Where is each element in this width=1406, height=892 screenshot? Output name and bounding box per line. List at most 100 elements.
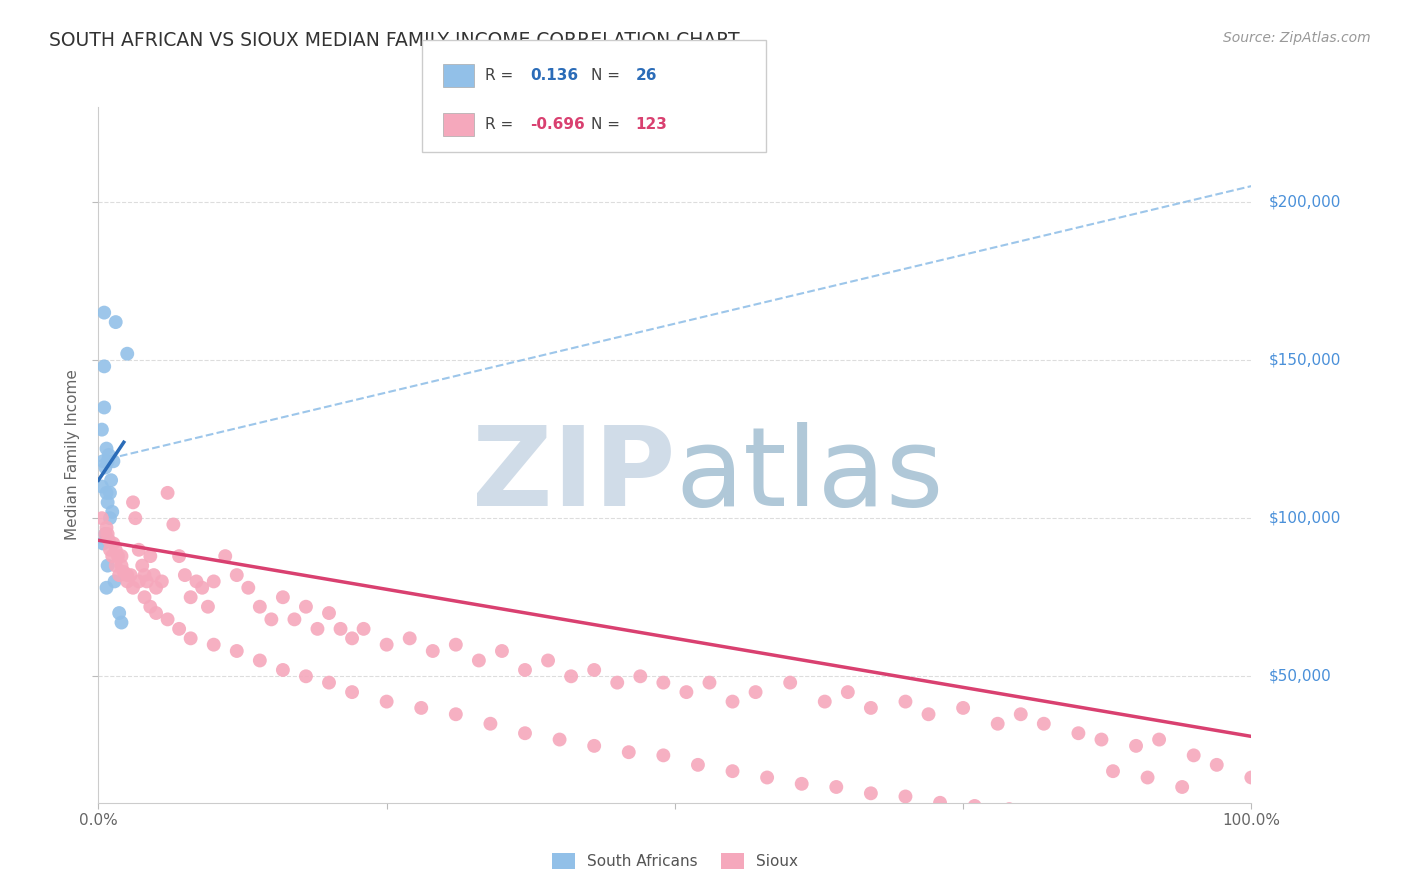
Point [98, 486, 121, 500]
Point [197, 599, 219, 614]
Point [117, 574, 138, 589]
Point [583, 739, 606, 753]
Text: Source: ZipAtlas.com: Source: ZipAtlas.com [1223, 31, 1371, 45]
Point [98, 511, 121, 525]
Point [1125, 739, 1147, 753]
Point [353, 622, 375, 636]
Point [107, 549, 129, 563]
Point [97, 527, 120, 541]
Point [128, 542, 150, 557]
Point [97, 495, 120, 509]
Point [814, 695, 837, 709]
Point [180, 632, 202, 646]
Point [1205, 757, 1227, 772]
Text: $50,000: $50,000 [1268, 669, 1331, 684]
Point [790, 777, 813, 791]
Point [859, 786, 882, 800]
Point [186, 574, 208, 589]
Point [101, 505, 124, 519]
Point [110, 549, 132, 563]
Point [756, 771, 779, 785]
Point [513, 726, 536, 740]
Point [139, 549, 162, 563]
Point [162, 517, 184, 532]
Point [398, 632, 420, 646]
Point [617, 745, 640, 759]
Text: R =: R = [485, 68, 519, 83]
Point [180, 591, 202, 605]
Point [120, 568, 142, 582]
Point [142, 568, 165, 582]
Point [108, 568, 131, 582]
Point [122, 581, 145, 595]
Point [225, 568, 247, 582]
Point [329, 622, 352, 636]
Point [110, 558, 132, 573]
Point [100, 473, 122, 487]
Point [135, 574, 157, 589]
Point [825, 780, 848, 794]
Point [929, 796, 952, 810]
Text: atlas: atlas [675, 422, 943, 529]
Point [513, 663, 536, 677]
Point [1136, 771, 1159, 785]
Text: $100,000: $100,000 [1268, 511, 1341, 525]
Point [837, 685, 859, 699]
Point [548, 732, 571, 747]
Point [91, 536, 114, 550]
Point [560, 669, 582, 683]
Text: 0.136: 0.136 [530, 68, 578, 83]
Point [167, 622, 190, 636]
Point [606, 675, 628, 690]
Point [675, 685, 697, 699]
Point [963, 799, 986, 814]
Point [1102, 764, 1125, 779]
Text: R =: R = [485, 117, 519, 132]
Point [90, 479, 112, 493]
Point [134, 591, 156, 605]
Point [859, 701, 882, 715]
Text: N =: N = [591, 68, 624, 83]
Point [91, 454, 114, 468]
Point [98, 542, 121, 557]
Text: $200,000: $200,000 [1268, 194, 1341, 210]
Point [94, 527, 117, 541]
Point [108, 606, 131, 620]
Point [167, 549, 190, 563]
Point [375, 695, 398, 709]
Point [225, 644, 247, 658]
Point [249, 599, 271, 614]
Point [103, 574, 125, 589]
Point [537, 653, 560, 667]
Point [94, 527, 117, 541]
Y-axis label: Median Family Income: Median Family Income [65, 369, 80, 541]
Point [468, 653, 491, 667]
Point [1171, 780, 1194, 794]
Point [156, 486, 179, 500]
Point [779, 675, 801, 690]
Point [202, 574, 225, 589]
Point [117, 568, 138, 582]
Point [93, 359, 115, 374]
Point [422, 644, 444, 658]
Point [491, 644, 513, 658]
Text: $150,000: $150,000 [1268, 352, 1341, 368]
Point [998, 802, 1021, 816]
Point [271, 591, 294, 605]
Point [145, 581, 167, 595]
Point [122, 495, 145, 509]
Point [97, 533, 120, 548]
Point [96, 486, 118, 500]
Point [652, 675, 675, 690]
Point [104, 542, 127, 557]
Text: ZIP: ZIP [471, 422, 675, 529]
Point [318, 675, 340, 690]
Point [214, 549, 236, 563]
Point [131, 558, 153, 573]
Point [191, 581, 214, 595]
Point [93, 401, 115, 415]
Point [134, 568, 156, 582]
Point [1067, 726, 1090, 740]
Point [318, 606, 340, 620]
Point [444, 638, 467, 652]
